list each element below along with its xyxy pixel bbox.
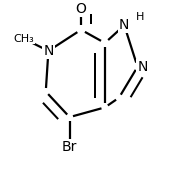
Text: N: N [43, 44, 54, 58]
Text: N: N [119, 18, 129, 32]
Text: Br: Br [62, 140, 77, 154]
Text: N: N [138, 60, 148, 74]
Text: CH₃: CH₃ [13, 34, 34, 44]
Text: H: H [136, 12, 144, 22]
Text: O: O [76, 2, 87, 16]
